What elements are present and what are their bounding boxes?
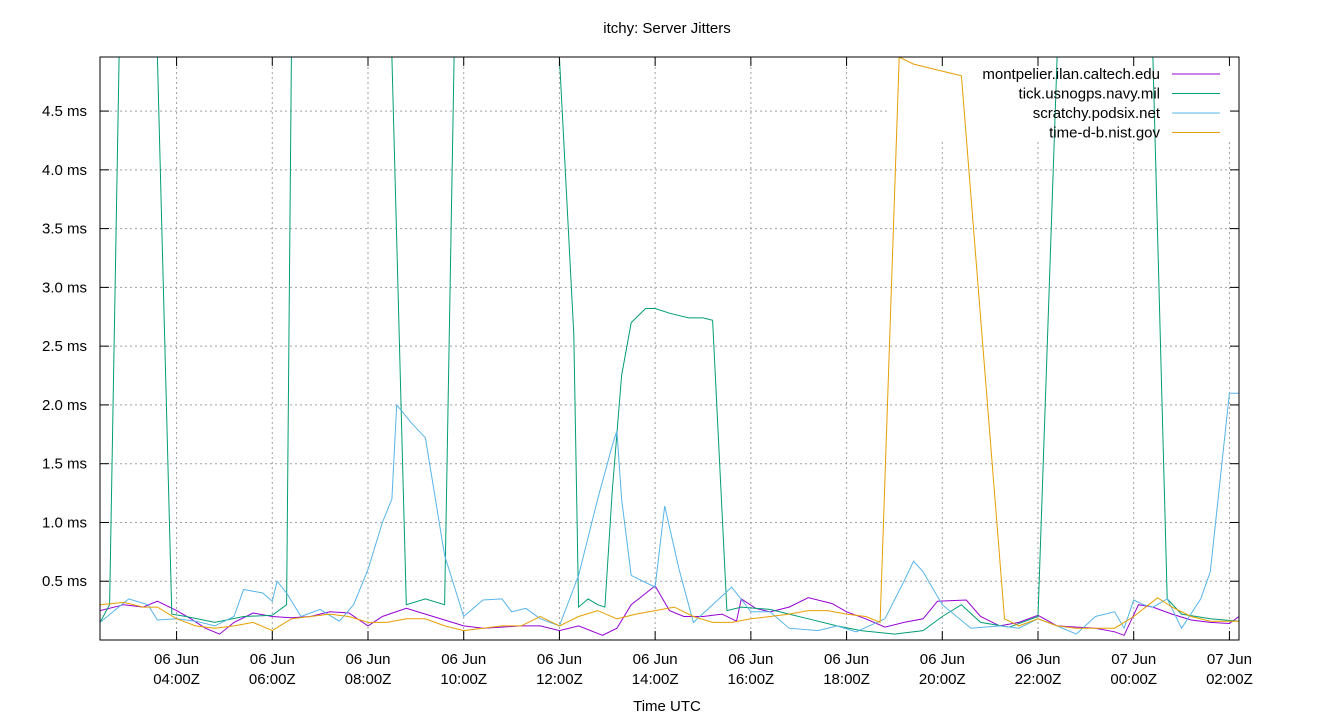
x-tick-label-date: 06 Jun bbox=[633, 651, 678, 668]
x-tick-label-time: 14:00Z bbox=[632, 671, 679, 688]
x-tick-label-date: 06 Jun bbox=[824, 651, 869, 668]
x-tick-label-time: 22:00Z bbox=[1015, 671, 1062, 688]
x-tick-label-time: 00:00Z bbox=[1110, 671, 1157, 688]
y-tick-label: 3.5 ms bbox=[42, 221, 87, 238]
legend-label: scratchy.podsix.net bbox=[1033, 105, 1161, 122]
y-tick-label: 1.5 ms bbox=[42, 456, 87, 473]
x-tick-label-date: 06 Jun bbox=[154, 651, 199, 668]
legend: montpelier.ilan.caltech.edu tick.usnogps.… bbox=[982, 66, 1220, 142]
series-line-2 bbox=[100, 57, 1239, 635]
grid-lines bbox=[100, 57, 1239, 640]
x-tick-label-date: 06 Jun bbox=[1015, 651, 1060, 668]
y-tick-label: 2.0 ms bbox=[42, 397, 87, 414]
x-tick-label-time: 18:00Z bbox=[823, 671, 870, 688]
x-tick-label-date: 06 Jun bbox=[250, 651, 295, 668]
y-tick-label: 2.5 ms bbox=[42, 338, 87, 355]
chart-title: itchy: Server Jitters bbox=[603, 20, 731, 37]
series-lines bbox=[100, 57, 1239, 636]
y-tick-label: 0.5 ms bbox=[42, 573, 87, 590]
x-tick-label-date: 07 Jun bbox=[1207, 651, 1252, 668]
series-line-4 bbox=[100, 57, 1239, 632]
x-tick-label-date: 06 Jun bbox=[441, 651, 486, 668]
x-tick-label-date: 06 Jun bbox=[728, 651, 773, 668]
y-tick-label: 4.5 ms bbox=[42, 103, 87, 120]
series-line-3 bbox=[100, 392, 1239, 635]
y-tick-label: 1.0 ms bbox=[42, 514, 87, 531]
x-tick-label-date: 06 Jun bbox=[920, 651, 965, 668]
x-axis-ticks: 06 Jun 04:00Z 06 Jun 06:00Z 06 Jun 08:00Z 06 J… bbox=[153, 57, 1253, 688]
x-tick-label-time: 04:00Z bbox=[153, 671, 200, 688]
x-axis-label: Time UTC bbox=[633, 698, 701, 715]
x-tick-label-time: 16:00Z bbox=[728, 671, 775, 688]
plot-frame bbox=[99, 56, 1240, 641]
legend-label: montpelier.ilan.caltech.edu bbox=[982, 66, 1160, 83]
x-tick-label-time: 10:00Z bbox=[440, 671, 487, 688]
legend-label: time-d-b.nist.gov bbox=[1049, 125, 1160, 142]
x-tick-label-time: 20:00Z bbox=[919, 671, 966, 688]
x-tick-label-time: 08:00Z bbox=[345, 671, 392, 688]
series-line-1 bbox=[100, 585, 1239, 636]
x-tick-label-time: 06:00Z bbox=[249, 671, 296, 688]
y-axis-ticks: 0.5 ms 1.0 ms 1.5 ms 2.0 ms 2.5 ms 3.0 ms 3.5 … bbox=[42, 103, 1239, 590]
plot-border bbox=[99, 56, 1240, 641]
y-tick-label: 3.0 ms bbox=[42, 279, 87, 296]
legend-label: tick.usnogps.navy.mil bbox=[1019, 86, 1160, 103]
x-tick-label-time: 02:00Z bbox=[1206, 671, 1253, 688]
x-tick-label-date: 07 Jun bbox=[1111, 651, 1156, 668]
x-tick-label-date: 06 Jun bbox=[345, 651, 390, 668]
y-tick-label: 4.0 ms bbox=[42, 162, 87, 179]
x-tick-label-time: 12:00Z bbox=[536, 671, 583, 688]
x-tick-label-date: 06 Jun bbox=[537, 651, 582, 668]
